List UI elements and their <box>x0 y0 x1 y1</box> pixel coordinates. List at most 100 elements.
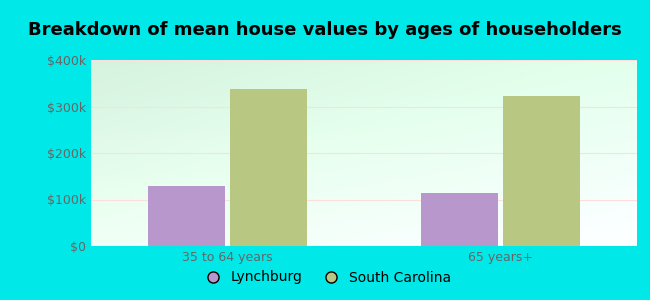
Bar <box>91 123 637 124</box>
Bar <box>91 196 637 197</box>
Bar <box>91 184 637 185</box>
Bar <box>91 104 637 105</box>
Bar <box>230 89 307 246</box>
Bar <box>91 206 637 207</box>
Bar <box>91 140 637 141</box>
Bar <box>91 115 637 116</box>
Bar <box>91 204 637 205</box>
Bar <box>91 227 637 228</box>
Bar <box>91 172 637 173</box>
Bar <box>91 101 637 102</box>
Bar <box>91 63 637 64</box>
Bar <box>91 176 637 177</box>
Bar <box>91 83 637 84</box>
Bar <box>91 219 637 220</box>
Bar <box>91 238 637 239</box>
Bar <box>91 169 637 170</box>
Bar <box>91 173 637 174</box>
Bar <box>91 87 637 88</box>
Bar <box>91 69 637 70</box>
Bar <box>91 78 637 79</box>
Bar <box>91 212 637 214</box>
Bar <box>91 229 637 230</box>
Bar <box>91 125 637 126</box>
Bar <box>91 199 637 200</box>
Bar <box>91 234 637 235</box>
Bar <box>91 74 637 75</box>
Legend: Lynchburg, South Carolina: Lynchburg, South Carolina <box>194 265 456 290</box>
Bar <box>91 171 637 172</box>
Bar <box>91 190 637 191</box>
Bar <box>91 133 637 134</box>
Bar <box>91 162 637 163</box>
Bar <box>91 118 637 119</box>
Bar <box>91 228 637 229</box>
Bar <box>91 153 637 154</box>
Bar <box>91 147 637 148</box>
Bar <box>91 116 637 117</box>
Bar <box>91 241 637 242</box>
Bar <box>91 209 637 210</box>
Bar <box>91 167 637 168</box>
Bar <box>91 165 637 166</box>
Bar <box>91 137 637 138</box>
Bar <box>91 76 637 77</box>
Bar <box>91 210 637 211</box>
Bar <box>91 192 637 193</box>
Bar <box>91 177 637 178</box>
Bar <box>91 94 637 95</box>
Bar <box>91 99 637 100</box>
Bar <box>91 156 637 157</box>
Bar <box>91 221 637 222</box>
Bar <box>91 66 637 67</box>
Bar <box>91 60 637 61</box>
Bar <box>91 130 637 131</box>
Bar <box>91 235 637 236</box>
Bar <box>91 239 637 240</box>
Bar <box>91 80 637 81</box>
Bar <box>91 73 637 74</box>
Bar <box>91 207 637 208</box>
Bar <box>148 185 225 246</box>
Bar <box>91 72 637 73</box>
Bar <box>91 75 637 76</box>
Text: Breakdown of mean house values by ages of householders: Breakdown of mean house values by ages o… <box>28 21 622 39</box>
Bar <box>91 245 637 246</box>
Bar <box>91 157 637 158</box>
Bar <box>91 155 637 156</box>
Bar <box>503 96 580 246</box>
Bar <box>91 217 637 218</box>
Bar <box>91 195 637 196</box>
Bar <box>91 89 637 90</box>
Bar <box>91 185 637 187</box>
Bar <box>91 215 637 216</box>
Bar <box>91 198 637 199</box>
Bar <box>91 67 637 68</box>
Bar <box>91 98 637 99</box>
Bar <box>91 114 637 115</box>
Bar <box>91 236 637 237</box>
Bar <box>91 232 637 233</box>
Bar <box>91 92 637 94</box>
Bar <box>91 124 637 125</box>
Bar <box>91 143 637 144</box>
Bar <box>421 193 498 246</box>
Bar <box>91 70 637 71</box>
Bar <box>91 222 637 223</box>
Bar <box>91 230 637 231</box>
Bar <box>91 64 637 66</box>
Bar <box>91 166 637 167</box>
Bar <box>91 178 637 179</box>
Bar <box>91 191 637 192</box>
Bar <box>91 85 637 86</box>
Bar <box>91 168 637 169</box>
Bar <box>91 111 637 112</box>
Bar <box>91 154 637 155</box>
Bar <box>91 163 637 164</box>
Bar <box>91 216 637 217</box>
Bar <box>91 160 637 161</box>
Bar <box>91 119 637 120</box>
Bar <box>91 149 637 150</box>
Bar <box>91 118 637 119</box>
Bar <box>91 244 637 245</box>
